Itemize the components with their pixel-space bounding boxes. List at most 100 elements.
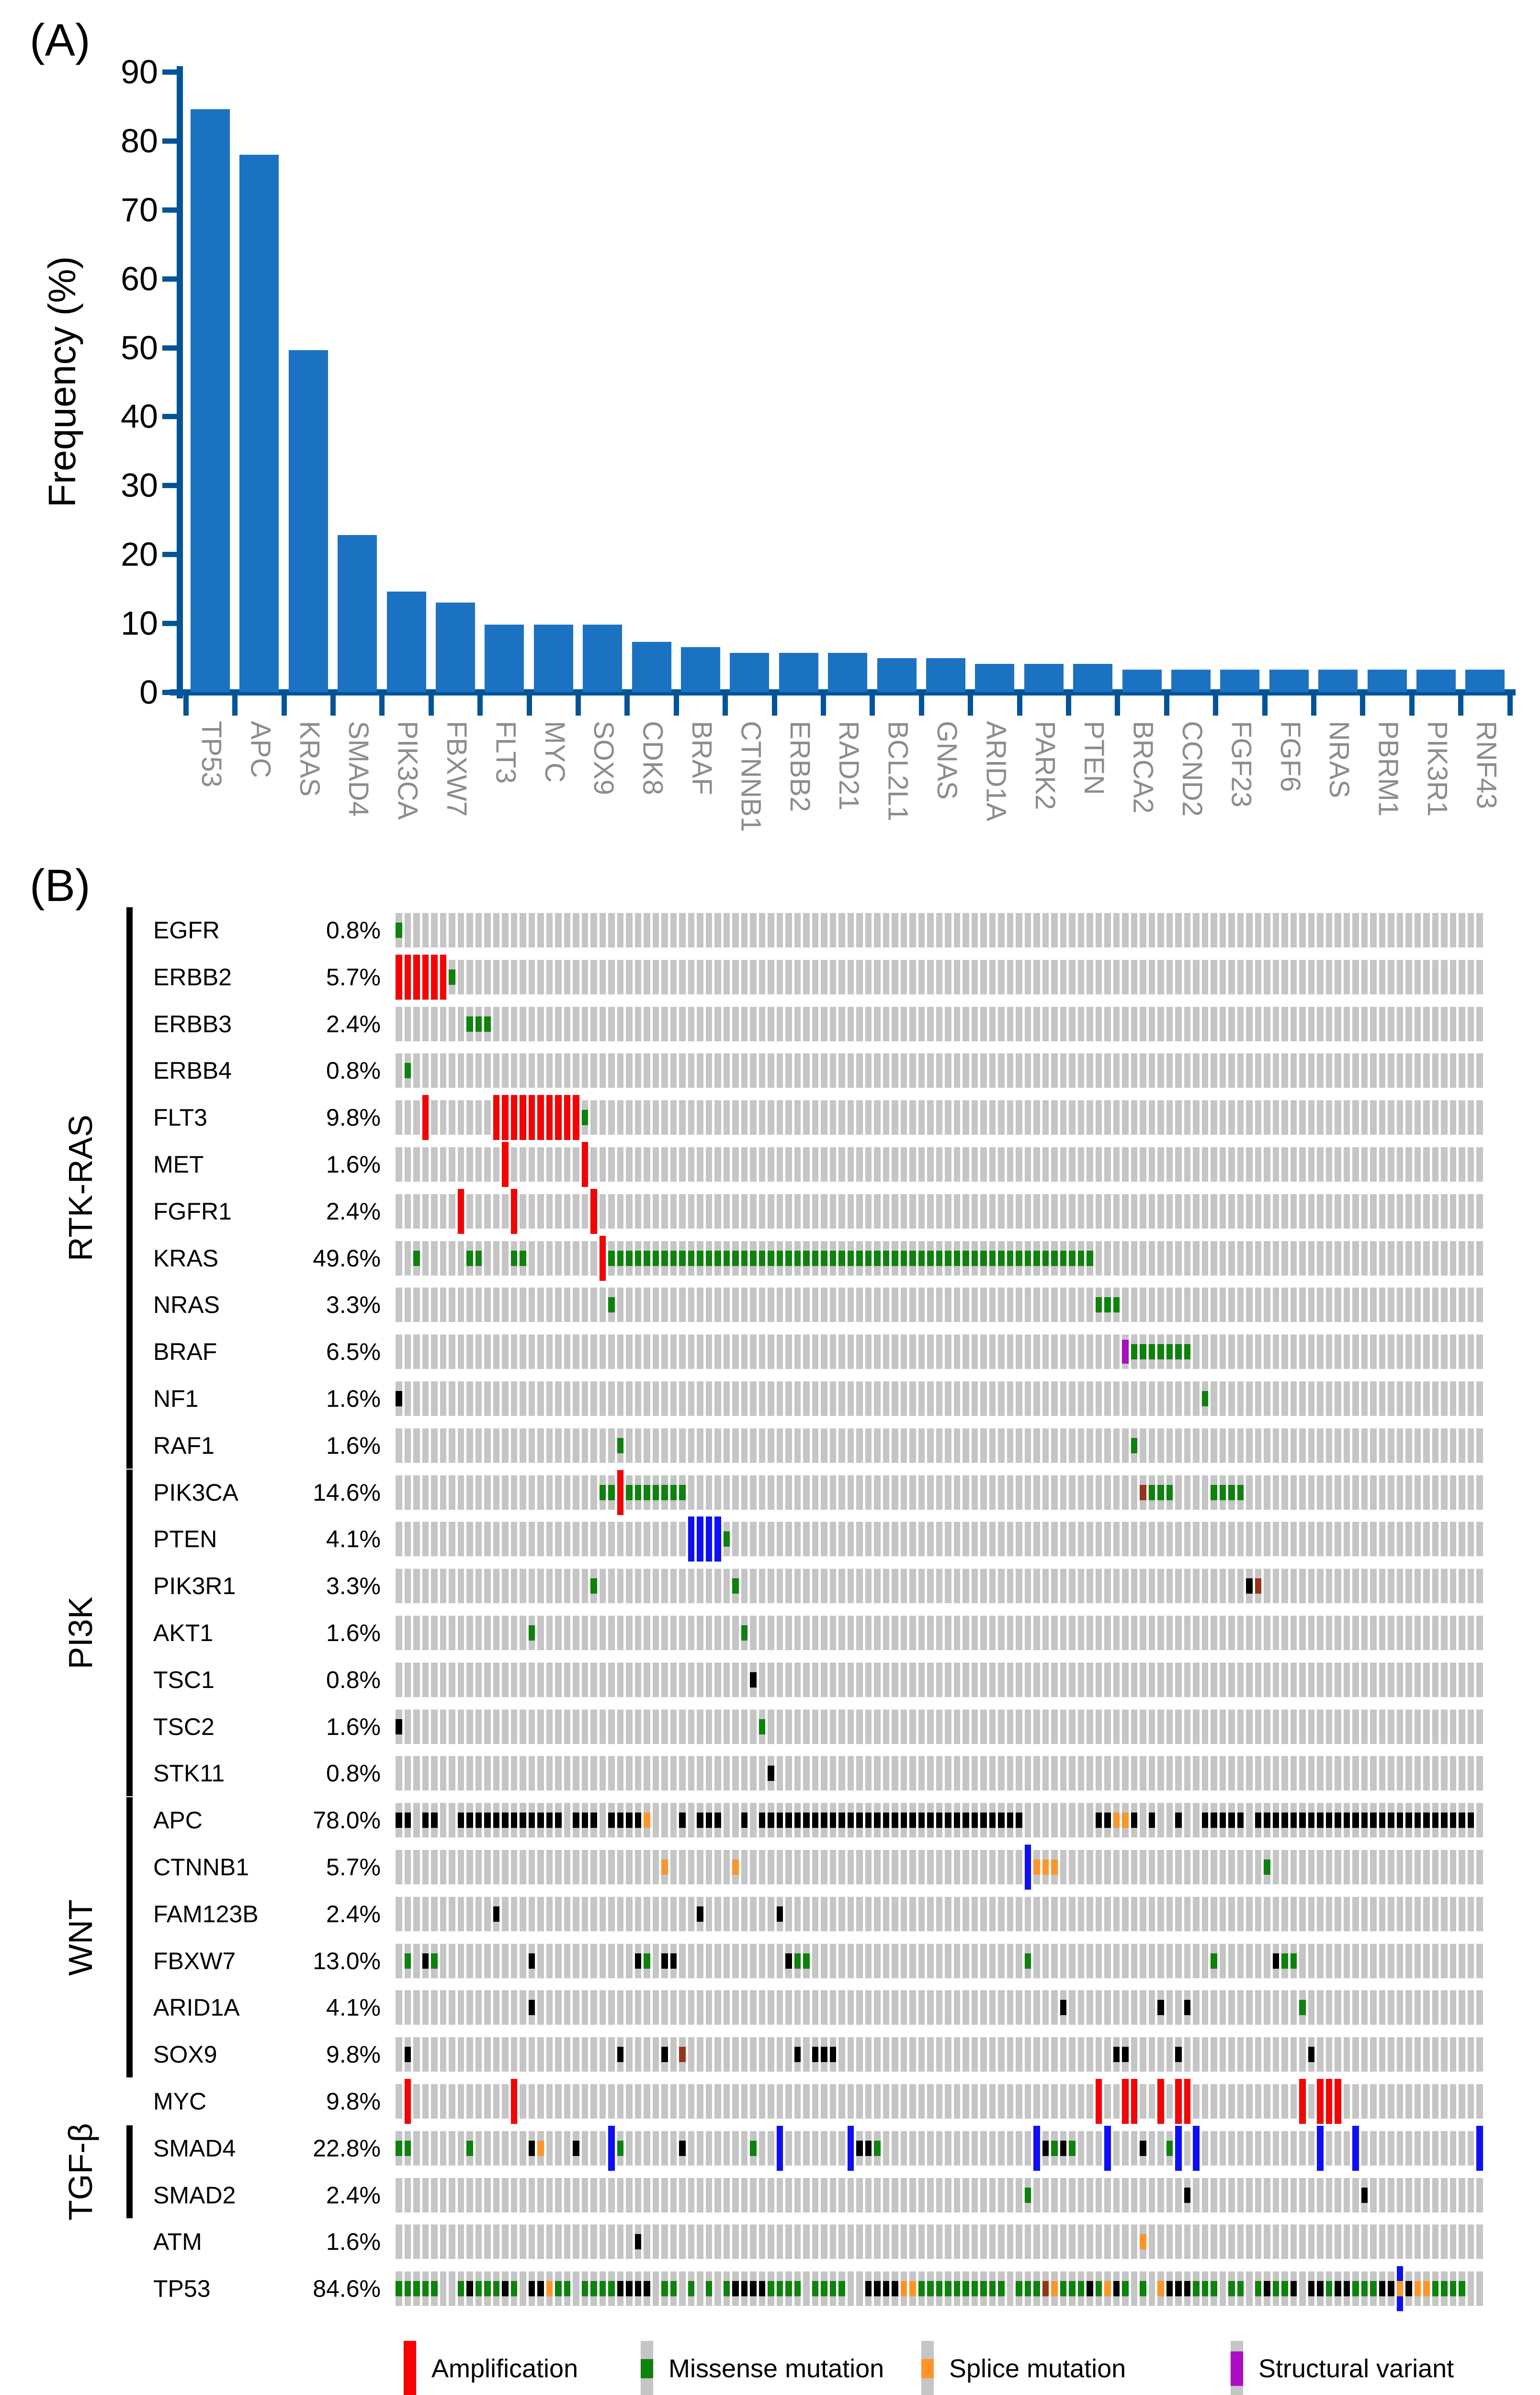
alteration-mark bbox=[493, 1906, 499, 1922]
oncoprint-cell bbox=[1264, 2178, 1270, 2213]
oncoprint-cell bbox=[626, 1288, 633, 1323]
alteration-mark bbox=[1432, 1813, 1438, 1828]
oncoprint-cell bbox=[1104, 1896, 1111, 1931]
oncoprint-cell bbox=[892, 1100, 898, 1135]
oncoprint-cell bbox=[838, 1709, 845, 1744]
oncoprint-cell bbox=[1423, 1616, 1430, 1650]
oncoprint-cell bbox=[1087, 2224, 1093, 2259]
oncoprint-cell bbox=[865, 1616, 872, 1650]
oncoprint-cell bbox=[909, 1709, 916, 1744]
oncoprint-cell bbox=[750, 1616, 757, 1650]
oncoprint-cell bbox=[528, 1428, 535, 1463]
oncoprint-cell bbox=[1219, 1100, 1226, 1135]
oncoprint-cell bbox=[998, 1522, 1005, 1557]
oncoprint-cell bbox=[1175, 1896, 1182, 1931]
oncoprint-cell bbox=[1449, 1147, 1456, 1182]
alteration-mark bbox=[475, 1813, 482, 1828]
oncoprint-cell bbox=[1352, 1756, 1359, 1791]
oncoprint-cell bbox=[1352, 2037, 1359, 2072]
gene-alteration-percentage: 1.6% bbox=[326, 1151, 381, 1178]
alteration-mark bbox=[892, 1250, 898, 1266]
oncoprint-cell bbox=[546, 1850, 553, 1884]
oncoprint-cell bbox=[608, 1194, 615, 1229]
oncoprint-cell bbox=[1051, 1616, 1058, 1650]
oncoprint-cell bbox=[679, 1147, 686, 1182]
oncoprint-cell bbox=[953, 1100, 960, 1135]
oncoprint-cell bbox=[1077, 1194, 1084, 1229]
alteration-mark bbox=[555, 2281, 562, 2297]
oncoprint-cell bbox=[422, 1709, 429, 1744]
oncoprint-cell bbox=[1335, 1288, 1341, 1323]
oncoprint-cell bbox=[1388, 1943, 1394, 1978]
oncoprint-cell bbox=[1060, 1522, 1066, 1557]
oncoprint-cell bbox=[1175, 1662, 1182, 1697]
oncoprint-cell bbox=[865, 1709, 872, 1744]
oncoprint-cell bbox=[1396, 1194, 1403, 1229]
oncoprint-cell bbox=[1104, 2178, 1111, 2213]
oncoprint-cell bbox=[1122, 1100, 1129, 1135]
oncoprint-cell bbox=[502, 1709, 509, 1744]
oncoprint-cell bbox=[909, 1381, 916, 1416]
oncoprint-cell bbox=[1379, 1943, 1385, 1978]
oncoprint-cell bbox=[723, 1334, 730, 1369]
alteration-mark bbox=[1024, 2281, 1031, 2297]
oncoprint-cell bbox=[413, 1522, 420, 1557]
oncoprint-cell bbox=[1396, 1475, 1403, 1510]
oncoprint-cell bbox=[918, 1381, 925, 1416]
oncoprint-cell bbox=[759, 1850, 765, 1884]
oncoprint-cell bbox=[679, 1756, 686, 1791]
oncoprint-cell bbox=[980, 1662, 987, 1697]
oncoprint-cell bbox=[581, 1522, 588, 1557]
oncoprint-cell bbox=[1476, 1896, 1483, 1931]
oncoprint-cell bbox=[1325, 1100, 1332, 1135]
oncoprint-cell bbox=[1246, 1288, 1253, 1323]
alteration-mark bbox=[892, 2281, 898, 2297]
oncoprint-cell bbox=[688, 2084, 694, 2119]
oncoprint-cell bbox=[493, 1990, 499, 2025]
oncoprint-cell bbox=[440, 2131, 446, 2166]
alteration-mark bbox=[953, 1813, 960, 1828]
oncoprint-cell bbox=[475, 913, 482, 947]
oncoprint-cell bbox=[573, 913, 579, 947]
oncoprint-cell bbox=[1175, 1756, 1182, 1791]
oncoprint-cell bbox=[1060, 1334, 1066, 1369]
gene-alteration-percentage: 3.3% bbox=[326, 1573, 381, 1600]
oncoprint-cell bbox=[1122, 913, 1129, 947]
oncoprint-cell bbox=[1414, 1475, 1421, 1510]
x-category-label: FLT3 bbox=[490, 721, 521, 784]
oncoprint-cell bbox=[829, 1100, 836, 1135]
alteration-mark bbox=[1290, 1953, 1297, 1969]
oncoprint-cell bbox=[909, 1475, 916, 1510]
oncoprint-cell bbox=[1299, 1381, 1306, 1416]
oncoprint-cell bbox=[510, 2178, 517, 2213]
oncoprint-cell bbox=[838, 1943, 845, 1978]
oncoprint-cell bbox=[1414, 1990, 1421, 2025]
oncoprint-cell bbox=[1405, 1662, 1412, 1697]
alteration-mark bbox=[1140, 1484, 1146, 1500]
oncoprint-cell bbox=[1104, 1522, 1111, 1557]
oncoprint-cell bbox=[971, 2084, 978, 2119]
oncoprint-cell bbox=[1193, 1990, 1200, 2025]
x-axis-tick bbox=[1311, 696, 1316, 716]
oncoprint-cell bbox=[883, 1288, 889, 1323]
alteration-mark bbox=[510, 2079, 517, 2124]
oncoprint-cell bbox=[413, 1709, 420, 1744]
alteration-mark bbox=[1157, 2079, 1164, 2124]
oncoprint-cell bbox=[634, 2131, 641, 2166]
oncoprint-cell bbox=[449, 2224, 455, 2259]
oncoprint-cell bbox=[750, 959, 757, 994]
oncoprint-cell bbox=[971, 1381, 978, 1416]
oncoprint-cell bbox=[1007, 1194, 1013, 1229]
oncoprint-cell bbox=[1237, 1569, 1244, 1604]
oncoprint-cell bbox=[1476, 1147, 1483, 1182]
alteration-mark bbox=[1211, 1813, 1217, 1828]
oncoprint-cell bbox=[1175, 1990, 1182, 2025]
oncoprint-cell bbox=[590, 1053, 597, 1088]
oncoprint-cell bbox=[838, 1288, 845, 1323]
oncoprint-cell bbox=[644, 1428, 650, 1463]
oncoprint-cell bbox=[794, 1288, 801, 1323]
oncoprint-cell bbox=[590, 1428, 597, 1463]
oncoprint-cell bbox=[1042, 1569, 1049, 1604]
oncoprint-cell bbox=[1051, 2037, 1058, 2072]
oncoprint-cell bbox=[697, 2037, 703, 2072]
